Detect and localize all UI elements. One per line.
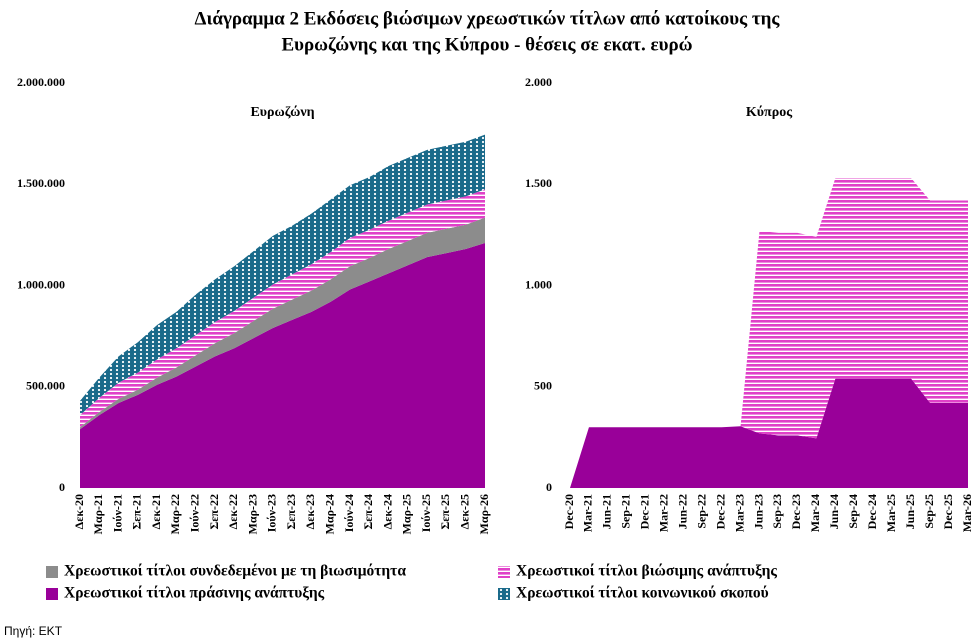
y-tick-label: 500 <box>534 379 552 393</box>
x-tick-label: Σεπ-25 <box>438 494 452 530</box>
legend-label: Χρεωστικοί τίτλοι πράσινης ανάπτυξης <box>64 585 325 602</box>
x-tick-label: Σεπ-24 <box>361 494 375 530</box>
x-tick-label: Μαρ-23 <box>245 494 259 534</box>
x-tick-label: Ιούν-22 <box>187 494 201 532</box>
y-tick-label: 1.500.000 <box>17 176 65 190</box>
panel-title: Κύπρος <box>746 105 793 120</box>
x-tick-label: Σεπ-22 <box>207 494 221 530</box>
x-tick-label: Mar-26 <box>960 494 974 532</box>
area <box>570 178 968 489</box>
x-tick-label: Δεκ-22 <box>226 494 240 529</box>
x-tick-label: Σεπ-23 <box>284 494 298 530</box>
area <box>80 134 485 416</box>
x-tick-label: Ιούν-21 <box>110 494 124 532</box>
x-tick-label: Δεκ-21 <box>149 494 163 529</box>
x-tick-label: Δεκ-25 <box>457 494 471 529</box>
y-tick-label: 500.000 <box>26 379 65 393</box>
legend-swatch <box>498 566 510 578</box>
x-tick-label: Mar-25 <box>884 494 898 532</box>
x-tick-label: Mar-21 <box>581 494 595 532</box>
y-tick-label: 1.000 <box>525 277 552 291</box>
x-tick-label: Sep-21 <box>619 494 633 529</box>
legend-label: Χρεωστικοί τίτλοι βιώσιμης ανάπτυξης <box>516 563 777 580</box>
x-tick-label: Dec-20 <box>562 494 576 529</box>
x-tick-label: Mar-24 <box>808 494 822 532</box>
area <box>80 189 485 428</box>
x-tick-label: Jun-23 <box>751 494 765 529</box>
title: Ευρωζώνης και της Κύπρου - θέσεις σε εκα… <box>281 34 692 55</box>
x-tick-label: Δεκ-24 <box>380 494 394 529</box>
y-tick-label: 2.000 <box>525 75 552 89</box>
x-tick-label: Mar-23 <box>732 494 746 532</box>
x-tick-label: Sep-23 <box>770 494 784 529</box>
x-tick-label: Dec-25 <box>941 494 955 529</box>
x-tick-label: Jun-25 <box>903 494 917 529</box>
title: Διάγραμμα 2 Εκδόσεις βιώσιμων χρεωστικών… <box>195 8 781 29</box>
x-tick-label: Μαρ-26 <box>477 494 491 534</box>
area <box>80 217 485 430</box>
x-tick-label: Μαρ-21 <box>91 494 105 534</box>
x-tick-label: Jun-24 <box>827 494 841 529</box>
y-tick-label: 0 <box>59 480 65 494</box>
x-tick-label: Σεπ-21 <box>130 494 144 530</box>
legend-label: Χρεωστικοί τίτλοι κοινωνικού σκοπού <box>516 585 769 602</box>
x-tick-label: Jun-22 <box>675 494 689 529</box>
source: Πηγή: ΕΚΤ <box>4 624 63 638</box>
area <box>570 378 968 488</box>
legend-label: Χρεωστικοί τίτλοι συνδεδεμένοι με τη βιω… <box>64 563 406 580</box>
legend-swatch <box>498 588 510 600</box>
panel-title: Ευρωζώνη <box>250 105 314 120</box>
x-tick-label: Jun-21 <box>600 494 614 529</box>
x-tick-label: Ιούν-23 <box>265 494 279 532</box>
x-tick-label: Sep-22 <box>694 494 708 529</box>
x-tick-label: Μαρ-24 <box>322 494 336 534</box>
y-tick-label: 1.000.000 <box>17 277 65 291</box>
legend-swatch <box>46 588 58 600</box>
area <box>80 242 485 488</box>
x-tick-label: Μαρ-22 <box>168 494 182 534</box>
legend-swatch <box>46 566 58 578</box>
x-tick-label: Mar-22 <box>657 494 671 532</box>
x-tick-label: Δεκ-20 <box>72 494 86 529</box>
x-tick-label: Μαρ-25 <box>400 494 414 534</box>
x-tick-label: Δεκ-23 <box>303 494 317 529</box>
y-tick-label: 0 <box>546 480 552 494</box>
x-tick-label: Sep-24 <box>846 494 860 529</box>
x-tick-label: Ιούν-24 <box>342 494 356 532</box>
x-tick-label: Sep-25 <box>922 494 936 529</box>
y-tick-label: 2.000.000 <box>17 75 65 89</box>
x-tick-label: Dec-22 <box>713 494 727 529</box>
y-tick-label: 1.500 <box>525 176 552 190</box>
x-tick-label: Ιούν-25 <box>419 494 433 532</box>
x-tick-label: Dec-23 <box>789 494 803 529</box>
x-tick-label: Dec-24 <box>865 494 879 529</box>
x-tick-label: Dec-21 <box>638 494 652 529</box>
